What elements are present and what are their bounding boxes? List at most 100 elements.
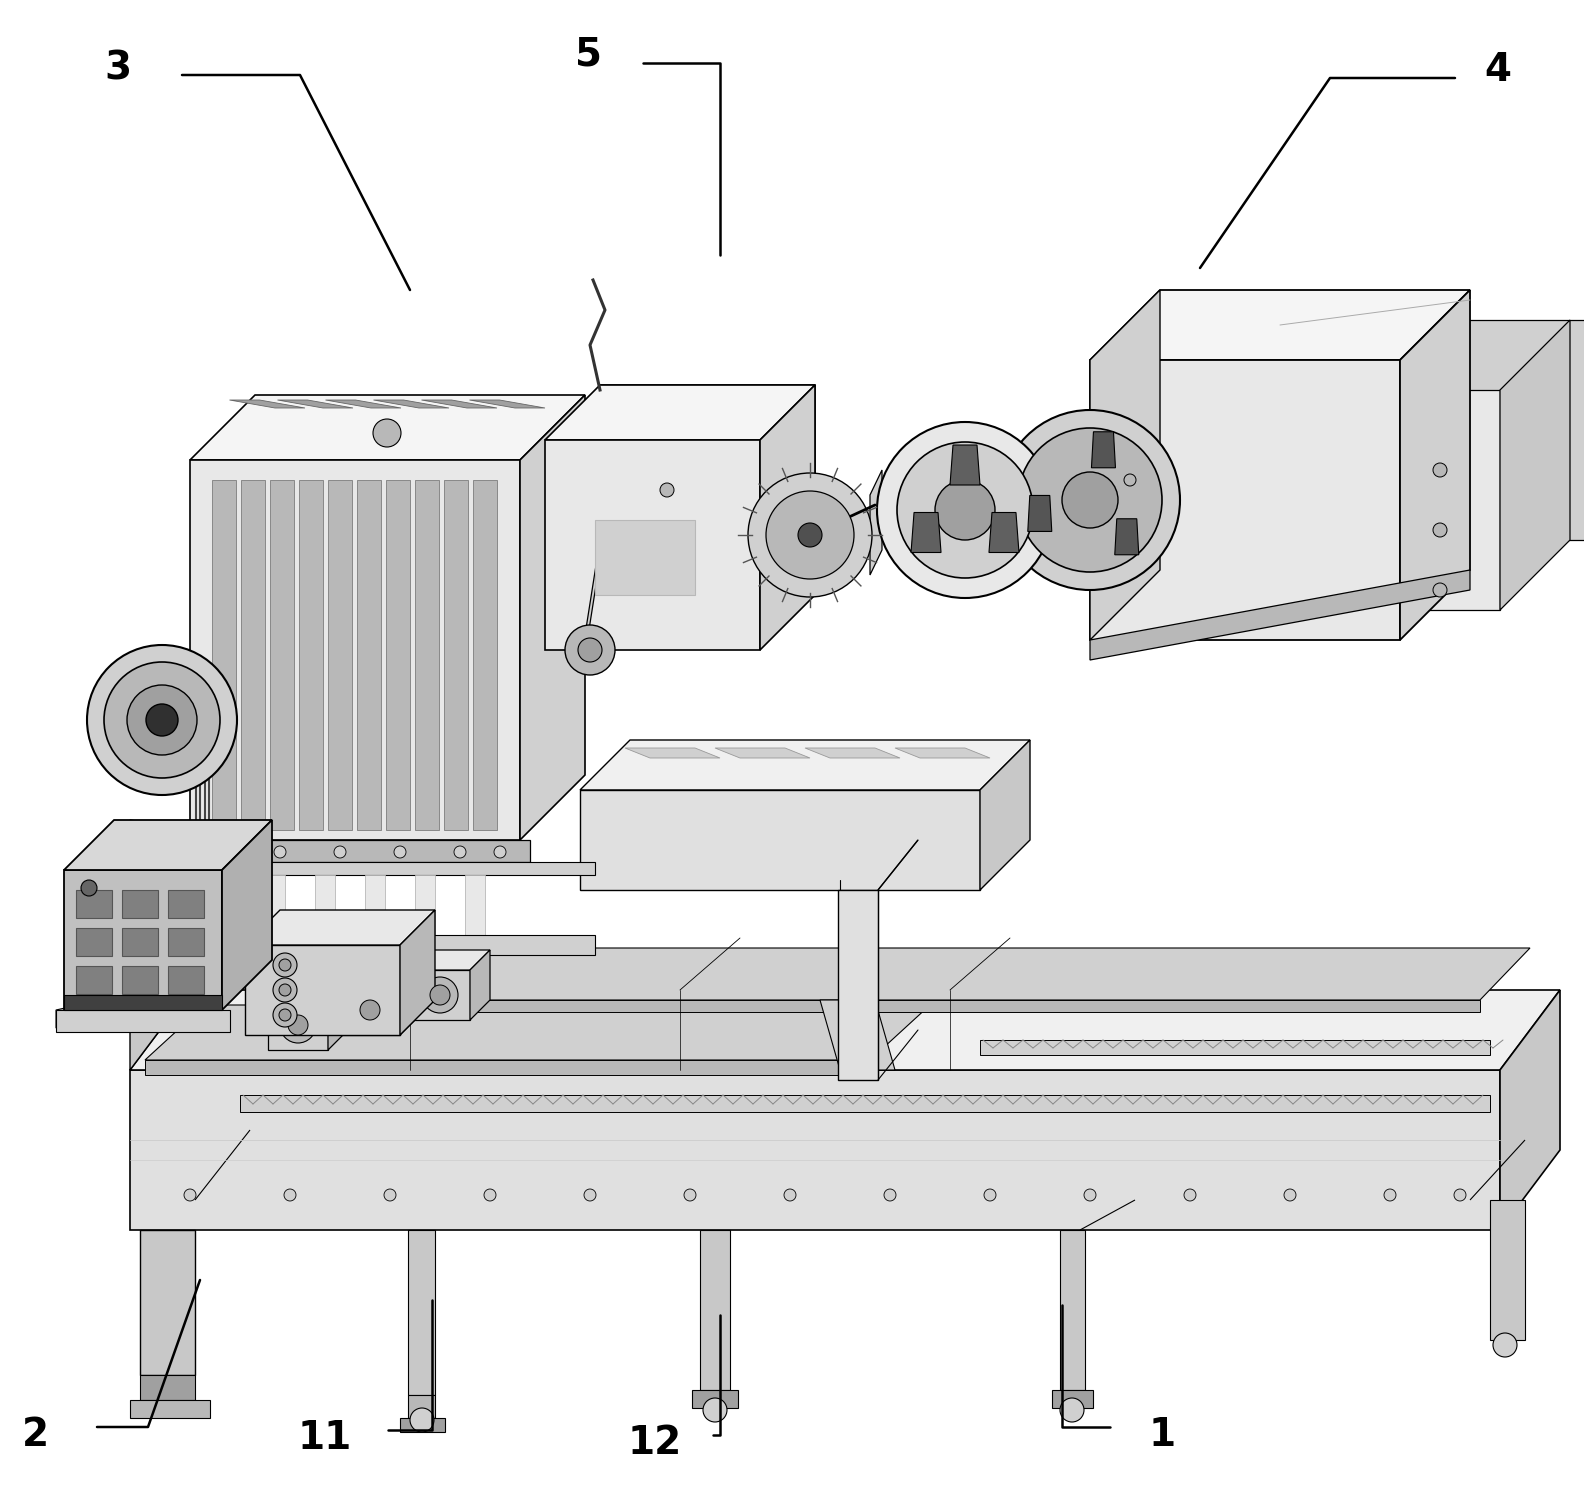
Polygon shape <box>130 821 190 1070</box>
Polygon shape <box>356 480 382 830</box>
Polygon shape <box>139 1376 195 1399</box>
Polygon shape <box>596 521 695 595</box>
Polygon shape <box>1115 519 1139 555</box>
Text: 4: 4 <box>1484 51 1511 90</box>
Circle shape <box>1183 1189 1196 1201</box>
Polygon shape <box>805 747 900 758</box>
Circle shape <box>1125 474 1136 486</box>
Polygon shape <box>1080 1200 1136 1229</box>
Polygon shape <box>600 385 816 595</box>
Circle shape <box>429 985 450 1006</box>
Polygon shape <box>181 862 596 874</box>
Circle shape <box>1083 1189 1096 1201</box>
Polygon shape <box>241 480 265 830</box>
Circle shape <box>279 985 291 997</box>
Polygon shape <box>520 395 584 840</box>
Polygon shape <box>545 440 760 651</box>
Circle shape <box>1019 428 1163 571</box>
Circle shape <box>280 1007 315 1043</box>
Polygon shape <box>76 965 112 994</box>
Text: 2: 2 <box>22 1416 49 1455</box>
Circle shape <box>279 959 291 971</box>
Circle shape <box>884 1189 897 1201</box>
Polygon shape <box>325 400 401 407</box>
Polygon shape <box>328 980 348 1050</box>
Polygon shape <box>878 840 919 891</box>
Circle shape <box>214 846 227 858</box>
Polygon shape <box>190 460 520 840</box>
Circle shape <box>272 1003 298 1026</box>
Circle shape <box>383 1189 396 1201</box>
Polygon shape <box>1500 991 1560 1229</box>
Polygon shape <box>760 385 816 651</box>
Polygon shape <box>241 1095 1491 1112</box>
Polygon shape <box>444 480 467 830</box>
Circle shape <box>105 662 220 777</box>
Circle shape <box>1285 1189 1296 1201</box>
Polygon shape <box>139 1229 195 1376</box>
Polygon shape <box>76 928 112 956</box>
Polygon shape <box>714 747 809 758</box>
Circle shape <box>584 1189 596 1201</box>
Polygon shape <box>911 512 941 552</box>
Circle shape <box>1061 471 1118 528</box>
Circle shape <box>897 442 1033 577</box>
Polygon shape <box>700 1229 730 1391</box>
Polygon shape <box>195 1129 250 1200</box>
Circle shape <box>87 645 238 795</box>
Polygon shape <box>580 789 980 891</box>
Circle shape <box>767 491 854 579</box>
Circle shape <box>455 846 466 858</box>
Circle shape <box>272 977 298 1003</box>
Polygon shape <box>168 965 204 994</box>
Polygon shape <box>1090 289 1470 360</box>
Polygon shape <box>1060 1229 1085 1391</box>
Circle shape <box>372 419 401 448</box>
Polygon shape <box>474 480 497 830</box>
Circle shape <box>578 639 602 662</box>
Polygon shape <box>1460 319 1584 540</box>
Circle shape <box>684 1189 695 1201</box>
Circle shape <box>146 704 177 736</box>
Polygon shape <box>988 512 1019 552</box>
Text: 1: 1 <box>1148 1416 1175 1455</box>
Polygon shape <box>895 747 990 758</box>
Polygon shape <box>421 400 497 407</box>
Polygon shape <box>1391 389 1500 610</box>
Polygon shape <box>63 870 222 1010</box>
Polygon shape <box>277 400 353 407</box>
Circle shape <box>184 1189 196 1201</box>
Circle shape <box>1434 463 1448 477</box>
Polygon shape <box>545 385 816 440</box>
Polygon shape <box>1500 319 1570 610</box>
Polygon shape <box>410 970 470 1021</box>
Polygon shape <box>374 400 448 407</box>
Polygon shape <box>1400 289 1470 640</box>
Circle shape <box>1454 1189 1467 1201</box>
Circle shape <box>1434 583 1448 597</box>
Polygon shape <box>469 400 545 407</box>
Polygon shape <box>401 1417 445 1432</box>
Polygon shape <box>1491 1200 1525 1340</box>
Polygon shape <box>215 874 234 940</box>
Polygon shape <box>265 874 285 940</box>
Polygon shape <box>401 965 420 1035</box>
Circle shape <box>661 483 675 497</box>
Polygon shape <box>55 959 280 1028</box>
Circle shape <box>798 524 822 548</box>
Polygon shape <box>63 821 272 870</box>
Polygon shape <box>410 950 489 970</box>
Polygon shape <box>584 540 600 655</box>
Polygon shape <box>364 874 385 940</box>
Polygon shape <box>980 1040 1491 1055</box>
Circle shape <box>935 480 995 540</box>
Polygon shape <box>470 950 489 1021</box>
Circle shape <box>878 422 1053 598</box>
Polygon shape <box>1028 495 1052 531</box>
Polygon shape <box>63 995 222 1010</box>
Polygon shape <box>190 395 584 460</box>
Circle shape <box>274 846 287 858</box>
Polygon shape <box>130 1399 211 1417</box>
Polygon shape <box>122 928 158 956</box>
Polygon shape <box>168 891 204 918</box>
